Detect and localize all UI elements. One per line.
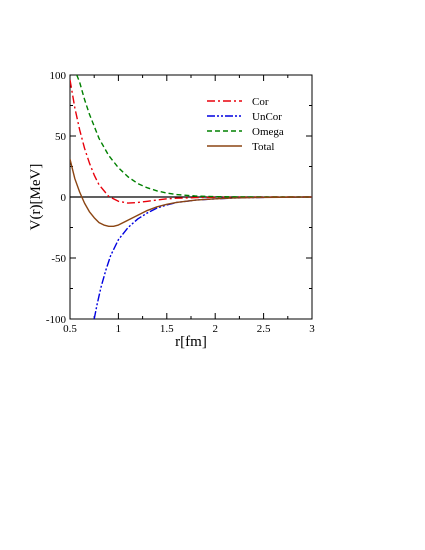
series-line-omega (76, 75, 312, 198)
legend-label-total: Total (252, 141, 274, 153)
y-tick-label: 0 (61, 192, 67, 204)
x-tick-label: 2 (212, 323, 218, 335)
x-tick-label: 2.5 (257, 323, 271, 335)
legend: Cor UnCor Omega Total (207, 96, 284, 153)
legend-label-cor: Cor (252, 96, 269, 108)
x-tick-label: 3 (309, 323, 315, 335)
series-line-uncor (93, 196, 312, 319)
series-line-cor (70, 79, 312, 204)
y-tick-label: -100 (46, 314, 67, 326)
y-axis-label: V(r)[MeV] (28, 164, 44, 231)
y-tick-label: 50 (55, 131, 67, 143)
series-group (70, 75, 312, 319)
x-tick-label: 1 (116, 323, 122, 335)
legend-label-omega: Omega (252, 126, 284, 138)
x-tick-label: 1.5 (160, 323, 174, 335)
x-tick-labels: 0.5 1 1.5 2 2.5 3 (63, 323, 315, 335)
x-tick-label: 0.5 (63, 323, 77, 335)
legend-label-uncor: UnCor (252, 111, 282, 123)
series-line-total (70, 159, 312, 227)
y-tick-label: 100 (50, 70, 67, 82)
x-axis-label: r[fm] (175, 334, 207, 350)
y-tick-labels: 100 50 0 -50 -100 (46, 70, 67, 326)
plot-area (69, 74, 313, 320)
y-tick-label: -50 (51, 253, 66, 265)
